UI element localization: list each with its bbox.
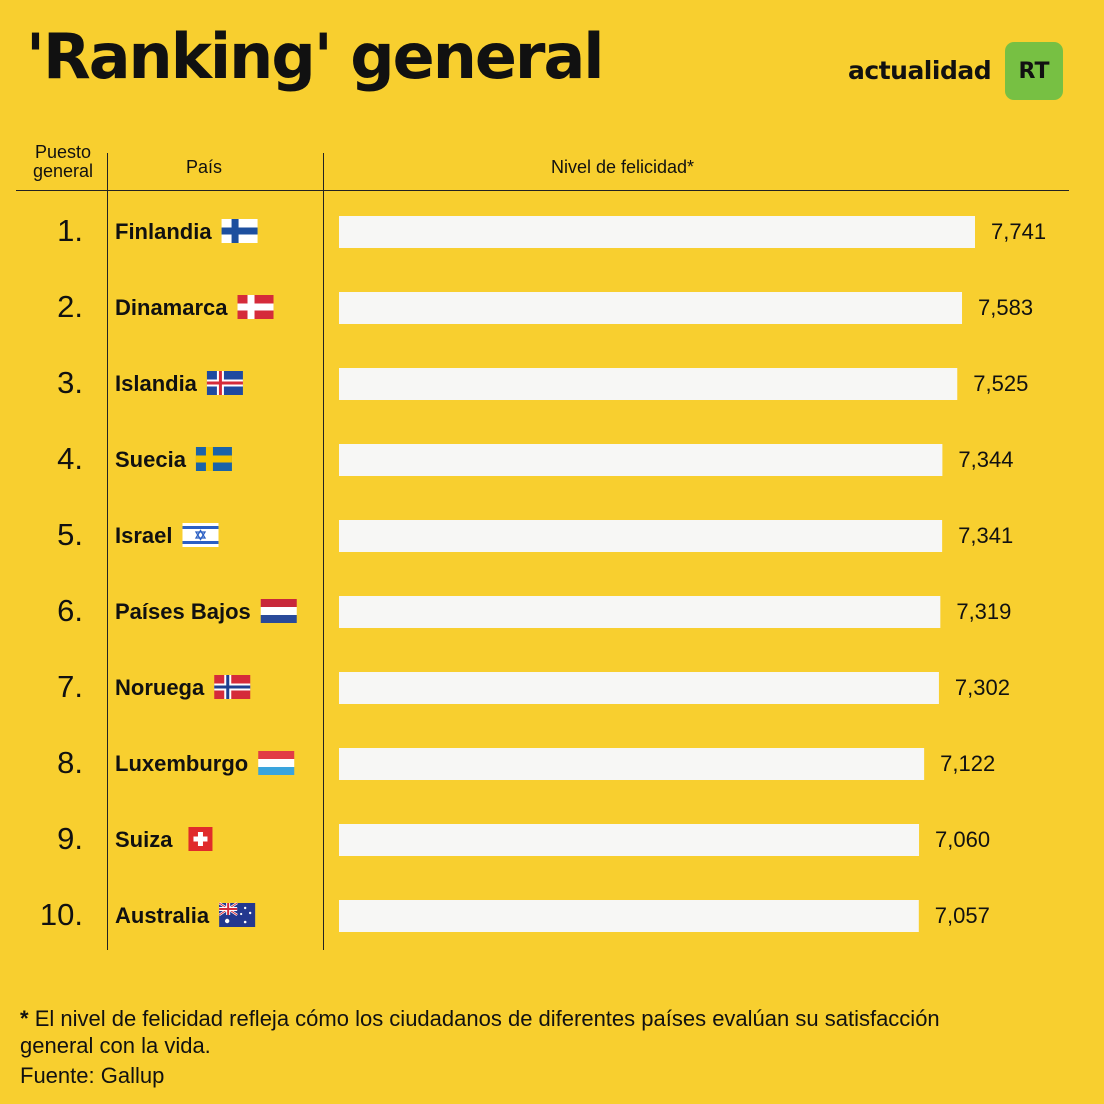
value-label: 7,741	[991, 219, 1046, 244]
country-label: Países Bajos	[115, 599, 251, 624]
netherlands-flag-icon	[260, 599, 297, 623]
rank-label: 10.	[40, 897, 83, 932]
divider-country-level	[323, 153, 324, 950]
bar-dinamarca	[339, 292, 963, 324]
rank-label: 9.	[57, 821, 83, 856]
israel-flag-icon	[182, 523, 219, 547]
footnote: * El nivel de felicidad refleja cómo los…	[20, 1005, 970, 1059]
country-label: Finlandia	[115, 219, 212, 244]
footnote-star: *	[20, 1006, 29, 1031]
page-title: 'Ranking' general	[26, 20, 605, 93]
country-label: Suecia	[115, 447, 187, 472]
bar-australia	[339, 900, 919, 932]
australia-flag-icon	[218, 902, 256, 927]
column-header-happiness: Nivel de felicidad*	[550, 157, 695, 177]
rank-label: 8.	[57, 745, 83, 780]
bar-luxemburgo	[339, 748, 925, 780]
value-label: 7,344	[958, 447, 1013, 472]
value-label: 7,525	[973, 371, 1028, 396]
footnote-text: El nivel de felicidad refleja cómo los c…	[20, 1006, 940, 1058]
iceland-flag-icon	[206, 371, 243, 395]
bar-islandia	[339, 368, 958, 400]
rank-label: 6.	[57, 593, 83, 628]
country-label: Noruega	[115, 675, 205, 700]
header-divider	[16, 190, 1069, 191]
bar-finlandia	[339, 216, 975, 248]
divider-rank-country	[107, 153, 108, 950]
denmark-flag-icon	[237, 295, 274, 319]
bar-israel	[339, 520, 943, 552]
finland-flag-icon	[221, 219, 258, 243]
country-label: Dinamarca	[115, 295, 228, 320]
bar-suiza	[339, 824, 920, 856]
brand-name: actualidad	[848, 56, 992, 85]
rank-label: 3.	[57, 365, 83, 400]
rt-logo-label: RT	[1018, 58, 1050, 84]
rank-label: 7.	[57, 669, 83, 704]
value-label: 7,319	[956, 599, 1011, 624]
bar-paises-bajos	[339, 596, 941, 628]
country-label: Islandia	[115, 371, 198, 396]
luxembourg-flag-icon	[258, 751, 295, 775]
value-label: 7,302	[955, 675, 1010, 700]
rank-label: 5.	[57, 517, 83, 552]
column-header-rank: Puesto general	[32, 142, 94, 182]
switzerland-flag-icon	[188, 827, 213, 851]
value-label: 7,341	[958, 523, 1013, 548]
country-label: Israel	[115, 523, 173, 548]
value-label: 7,060	[935, 827, 990, 852]
country-label: Australia	[115, 903, 210, 928]
rank-label: 1.	[57, 213, 83, 248]
source-note: Fuente: Gallup	[20, 1063, 165, 1088]
country-label: Luxemburgo	[115, 751, 248, 776]
sweden-flag-icon	[195, 447, 232, 471]
bar-noruega	[339, 672, 939, 704]
value-label: 7,122	[940, 751, 995, 776]
rank-label: 2.	[57, 289, 83, 324]
rank-label: 4.	[57, 441, 83, 476]
value-label: 7,057	[935, 903, 990, 928]
column-header-country: País	[185, 157, 223, 177]
bar-suecia	[339, 444, 943, 476]
rt-logo-icon: RT	[1005, 42, 1063, 100]
value-label: 7,583	[978, 295, 1033, 320]
norway-flag-icon	[214, 675, 251, 699]
country-label: Suiza	[115, 827, 173, 852]
